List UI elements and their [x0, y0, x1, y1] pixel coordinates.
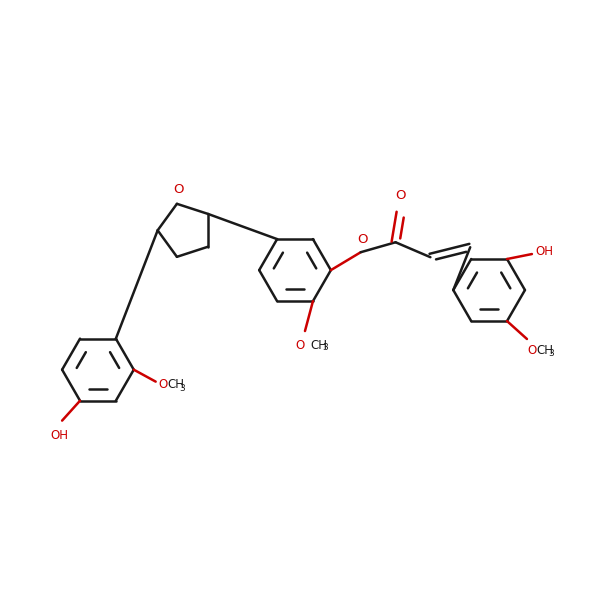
Text: CH: CH [167, 378, 185, 391]
Text: O: O [158, 378, 168, 391]
Text: O: O [395, 190, 406, 202]
Text: CH: CH [310, 339, 327, 352]
Text: OH: OH [50, 428, 68, 442]
Text: 3: 3 [548, 349, 554, 358]
Text: O: O [358, 233, 368, 246]
Text: O: O [295, 339, 305, 352]
Text: O: O [173, 183, 184, 196]
Text: 3: 3 [322, 343, 328, 352]
Text: OH: OH [535, 245, 553, 257]
Text: 3: 3 [179, 384, 185, 393]
Text: CH: CH [536, 344, 553, 357]
Text: O: O [527, 344, 536, 357]
